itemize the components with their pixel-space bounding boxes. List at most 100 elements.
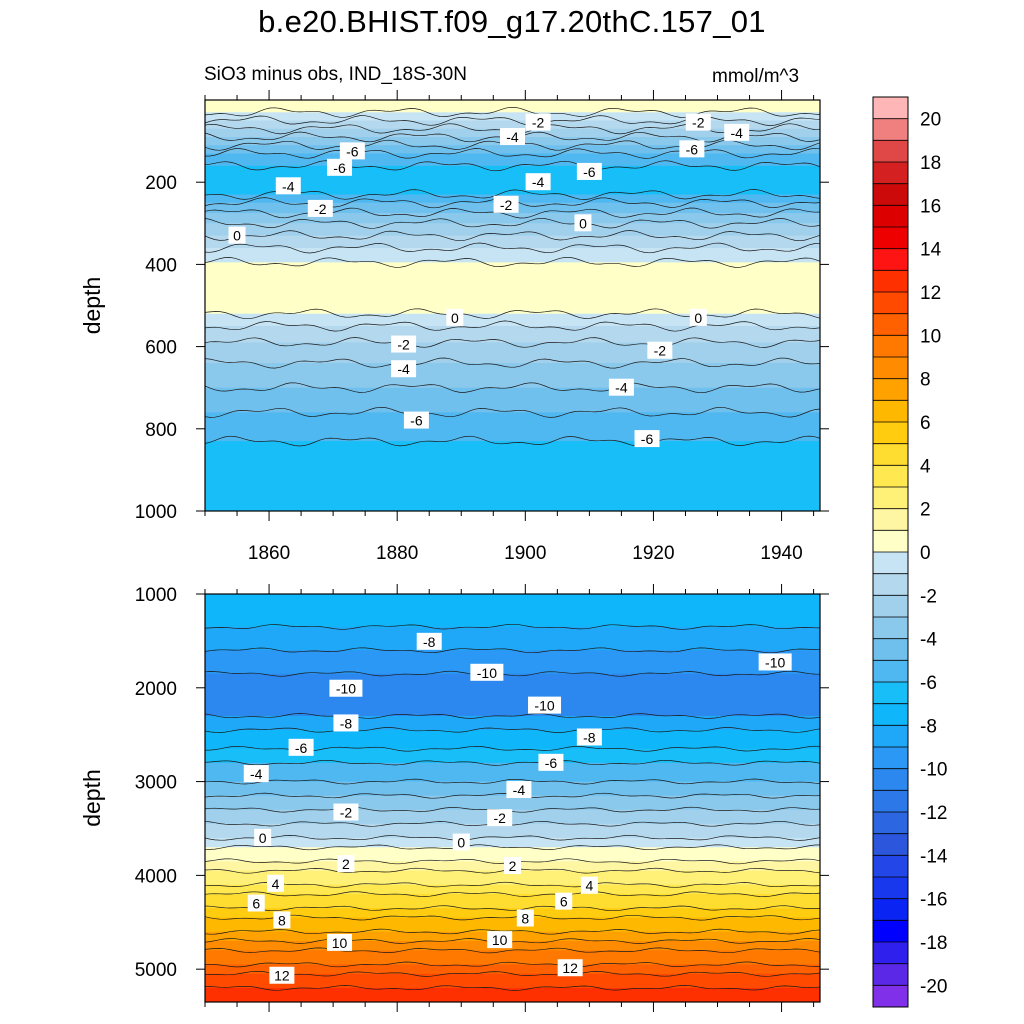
- contour-label-lower-17: 4: [266, 874, 284, 892]
- colorbar-swatch-28: [873, 703, 908, 726]
- contour-label-text: 0: [579, 215, 587, 231]
- units-label: mmol/m^3: [712, 66, 800, 87]
- contour-label-box: [525, 113, 551, 131]
- colorbar-swatch-6: [873, 227, 908, 250]
- contour-line-upper-19: [205, 382, 820, 394]
- colorbar-swatch-5: [873, 205, 908, 228]
- contour-label-box: [487, 931, 513, 949]
- contour-line-lower-25: [205, 985, 820, 991]
- x-tick-label-3: 1920: [632, 543, 674, 564]
- contour-label-lower-18: 4: [580, 876, 598, 894]
- contour-band-upper-1: [205, 112, 820, 122]
- contour-line-lower-7: [205, 759, 820, 766]
- contour-label-lower-2: -10: [758, 653, 792, 671]
- contour-label-upper-0: -2: [525, 113, 551, 131]
- colorbar-swatch-21: [873, 552, 908, 575]
- contour-label-lower-4: -10: [528, 696, 562, 714]
- contour-label-box: [333, 803, 359, 821]
- colorbar-swatch-39: [873, 942, 908, 965]
- contour-line-lower-3: [205, 670, 820, 677]
- contour-band-lower-18: [205, 908, 820, 919]
- contour-label-box: [679, 140, 705, 158]
- contour-label-box: [576, 728, 602, 746]
- contour-label-text: 12: [274, 968, 290, 984]
- contour-label-box: [333, 714, 359, 732]
- colorbar-swatch-1: [873, 118, 908, 141]
- contour-label-box: [339, 142, 365, 160]
- contour-line-upper-17: [205, 337, 820, 348]
- contour-label-lower-1: -10: [470, 663, 504, 681]
- colorbar-swatch-34: [873, 833, 908, 856]
- contour-line-lower-23: [205, 961, 820, 968]
- contour-label-text: -2: [314, 201, 327, 217]
- contour-line-lower-1: [205, 623, 820, 630]
- colorbar-tick-label-16: -12: [920, 803, 947, 824]
- y-axis-label-lower: depth: [79, 769, 105, 827]
- contour-label-text: 6: [560, 894, 568, 910]
- colorbar-swatch-18: [873, 487, 908, 510]
- contour-line-upper-12: [205, 230, 820, 242]
- contour-label-upper-6: -6: [327, 158, 353, 176]
- contour-label-box: [557, 959, 583, 977]
- contour-label-upper-9: -4: [525, 173, 551, 191]
- contour-label-box: [576, 162, 602, 180]
- colorbar-frame: [872, 96, 909, 1008]
- colorbar-swatch-15: [873, 422, 908, 445]
- contour-label-box: [608, 378, 634, 396]
- contour-label-text: -4: [615, 380, 628, 396]
- contour-label-text: 0: [694, 310, 702, 326]
- colorbar-tick-label-19: -18: [920, 933, 947, 954]
- y-tick-label-upper-4: 1000: [135, 502, 177, 523]
- colorbar-tick-label-9: 2: [920, 500, 931, 521]
- colorbar-swatch-32: [873, 790, 908, 813]
- contour-label-box: [266, 874, 284, 892]
- contour-label-lower-19: 6: [247, 894, 265, 912]
- colorbar-tick-label-6: 8: [920, 370, 931, 391]
- contour-label-upper-4: -6: [339, 142, 365, 160]
- contour-label-text: -8: [583, 730, 596, 746]
- contour-label-box: [228, 226, 246, 244]
- contour-line-lower-11: [205, 820, 820, 827]
- contour-band-lower-9: [205, 795, 820, 811]
- contour-line-upper-20: [205, 406, 820, 418]
- contour-line-upper-8: [205, 189, 820, 200]
- y-axis-label-upper: depth: [79, 277, 105, 335]
- contour-label-text: -2: [340, 805, 353, 821]
- contour-label-box: [446, 308, 464, 326]
- contour-label-box: [493, 195, 519, 213]
- contour-band-lower-22: [205, 950, 820, 965]
- contour-label-text: 4: [272, 876, 280, 892]
- contour-label-text: 2: [342, 856, 350, 872]
- colorbar-swatch-19: [873, 508, 908, 531]
- contour-label-text: -6: [346, 143, 359, 159]
- contour-label-box: [504, 857, 521, 874]
- contour-label-box: [500, 127, 525, 145]
- contour-label-lower-23: 10: [327, 933, 353, 951]
- contour-label-lower-8: -6: [538, 753, 564, 771]
- contour-band-lower-0: [205, 594, 820, 628]
- y-tick-label-lower-2: 3000: [135, 773, 177, 794]
- contour-label-text: -10: [336, 681, 356, 697]
- contour-label-lower-6: -8: [576, 728, 602, 746]
- contour-label-text: 0: [457, 835, 465, 851]
- contour-label-text: -6: [295, 740, 308, 756]
- y-tick-label-upper-1: 400: [145, 255, 177, 276]
- contour-label-text: 12: [562, 960, 578, 976]
- y-tick-label-lower-3: 4000: [135, 866, 177, 887]
- contour-band-upper-5: [205, 145, 820, 154]
- colorbar-tick-label-0: 20: [920, 110, 941, 131]
- y-tick-label-lower-4: 5000: [135, 960, 177, 981]
- colorbar-swatch-31: [873, 768, 908, 791]
- chart-title: b.e20.BHIST.f09_g17.20thC.157_01: [258, 4, 766, 39]
- contour-label-text: 2: [509, 858, 517, 874]
- contour-label-upper-13: 0: [574, 214, 592, 232]
- colorbar-swatch-37: [873, 898, 908, 921]
- colorbar-swatch-10: [873, 313, 908, 336]
- contour-line-lower-21: [205, 938, 820, 944]
- contour-label-lower-25: 12: [269, 966, 295, 984]
- contour-label-box: [275, 177, 301, 195]
- contour-line-lower-5: [205, 727, 820, 733]
- colorbar-swatch-2: [873, 140, 908, 163]
- colorbar-swatch-36: [873, 877, 908, 900]
- colorbar-swatch-25: [873, 638, 908, 661]
